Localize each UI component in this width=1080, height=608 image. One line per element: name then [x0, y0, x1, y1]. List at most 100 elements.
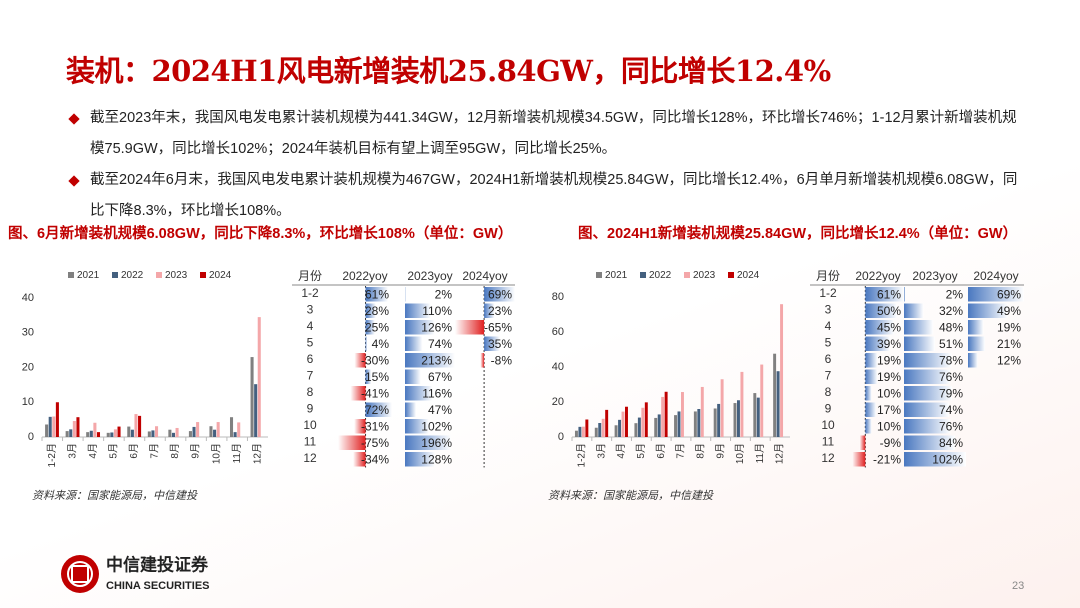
- logo-icon: [61, 555, 99, 593]
- data-bar: [365, 402, 392, 417]
- bar: [233, 432, 237, 437]
- data-bar: [865, 303, 898, 318]
- cell-value: 213%: [421, 353, 452, 367]
- data-bar: [865, 402, 877, 417]
- bar: [250, 357, 254, 437]
- bar: [780, 304, 784, 437]
- cell-value: 110%: [422, 304, 452, 318]
- logo-name: 中信建投证券: [106, 554, 209, 574]
- bar: [113, 429, 117, 437]
- cell-value: 102%: [421, 419, 452, 433]
- y-tick-label: 30: [22, 327, 34, 339]
- bar: [171, 432, 176, 437]
- bar: [574, 430, 578, 437]
- bar: [637, 417, 641, 437]
- bar: [72, 421, 76, 437]
- x-tick-label: 4月: [615, 443, 627, 459]
- row-label: 9: [307, 402, 314, 416]
- bar: [55, 402, 59, 437]
- row-label: 5: [307, 336, 314, 350]
- cell-value: 79%: [939, 386, 963, 400]
- bar: [713, 408, 717, 437]
- data-bar: [865, 419, 872, 434]
- logo-name-en: CHINA SECURITIES: [106, 580, 210, 592]
- row-label: 6: [307, 352, 314, 366]
- row-label: 4: [307, 319, 314, 333]
- legend-swatch: [684, 272, 690, 278]
- cell-value: 17%: [877, 403, 901, 417]
- data-bar: [904, 303, 924, 318]
- cell-value: 76%: [939, 419, 963, 433]
- bar: [192, 426, 196, 437]
- bar: [733, 403, 737, 437]
- column-header: 2024yoy: [973, 269, 1018, 283]
- data-bar: [904, 369, 951, 384]
- data-bar: [353, 452, 366, 467]
- cell-value: -34%: [361, 452, 389, 466]
- cell-value: -8%: [491, 353, 513, 367]
- bar: [188, 431, 192, 437]
- bar: [196, 422, 200, 437]
- data-bar: [904, 320, 934, 335]
- legend-swatch: [68, 272, 74, 278]
- bar: [693, 411, 697, 437]
- legend-swatch: [200, 272, 206, 278]
- cell-value: 4%: [372, 337, 390, 351]
- bar: [106, 432, 110, 437]
- cell-value: 74%: [428, 337, 452, 351]
- bar: [110, 432, 114, 437]
- data-bar: [405, 369, 421, 384]
- bar: [254, 384, 258, 437]
- y-tick-label: 60: [552, 326, 564, 338]
- legend-label: 2024: [209, 270, 232, 281]
- row-label: 11: [304, 435, 317, 449]
- bar: [657, 414, 661, 437]
- table-header: 月份: [298, 269, 322, 283]
- legend-swatch: [112, 272, 118, 278]
- bar: [134, 414, 138, 437]
- cell-value: 78%: [939, 353, 963, 367]
- cell-value: 69%: [997, 287, 1021, 301]
- bar: [644, 402, 648, 437]
- bar: [216, 422, 220, 437]
- bar: [753, 393, 757, 437]
- x-tick-label: 7月: [675, 443, 687, 459]
- row-label: 8: [825, 385, 832, 399]
- bar: [147, 431, 151, 437]
- cell-value: 116%: [422, 386, 452, 400]
- bullet-text: 截至2024年6月末，我国风电发电累计装机规模为467GW，2024H1新增装机…: [90, 172, 1018, 219]
- bar: [48, 416, 52, 437]
- data-bar: [904, 336, 935, 351]
- row-label: 8: [307, 385, 314, 399]
- bar: [740, 371, 744, 437]
- x-tick-label: 8月: [694, 443, 706, 459]
- cell-value: 48%: [939, 320, 963, 334]
- x-tick-label: 3月: [595, 443, 607, 459]
- cell-value: 51%: [939, 337, 963, 351]
- cell-value: -75%: [361, 436, 389, 450]
- bar: [45, 424, 49, 437]
- bar: [69, 429, 73, 437]
- bar: [93, 422, 97, 437]
- cell-value: -65%: [484, 320, 512, 334]
- data-bar: [904, 452, 966, 467]
- bar: [257, 317, 261, 437]
- row-label: 12: [303, 451, 317, 465]
- data-bar: [405, 336, 423, 351]
- row-label: 10: [303, 418, 317, 432]
- data-bar: [859, 435, 866, 450]
- column-header: 2022yoy: [342, 269, 387, 283]
- row-label: 1-2: [819, 286, 837, 300]
- row-label: 7: [307, 369, 314, 383]
- legend-label: 2021: [77, 270, 100, 281]
- legend-swatch: [728, 272, 734, 278]
- cell-value: 196%: [421, 436, 452, 450]
- bar: [168, 429, 172, 437]
- data-bar: [865, 386, 872, 401]
- row-label: 12: [821, 451, 835, 465]
- cell-value: 2%: [435, 287, 453, 301]
- bar: [756, 397, 760, 437]
- column-header: 2024yoy: [462, 269, 507, 283]
